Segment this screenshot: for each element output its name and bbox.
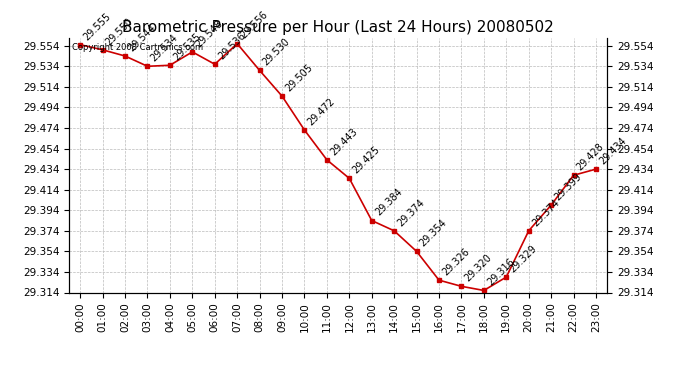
Text: 29.374: 29.374 <box>395 197 426 228</box>
Text: 29.428: 29.428 <box>575 141 606 172</box>
Text: 29.425: 29.425 <box>351 144 382 176</box>
Text: 29.535: 29.535 <box>171 32 202 63</box>
Text: 29.556: 29.556 <box>239 10 270 41</box>
Text: Copyright 2008 Cartronics.com: Copyright 2008 Cartronics.com <box>72 43 203 52</box>
Text: 29.329: 29.329 <box>508 243 539 274</box>
Text: 29.374: 29.374 <box>530 197 561 228</box>
Text: 29.550: 29.550 <box>104 16 135 47</box>
Text: 29.326: 29.326 <box>440 246 471 278</box>
Text: 29.399: 29.399 <box>553 171 584 202</box>
Text: 29.544: 29.544 <box>126 22 157 53</box>
Text: 29.434: 29.434 <box>598 135 629 166</box>
Text: 29.530: 29.530 <box>261 37 292 68</box>
Text: 29.316: 29.316 <box>485 257 516 288</box>
Text: 29.472: 29.472 <box>306 96 337 127</box>
Text: 29.443: 29.443 <box>328 126 359 157</box>
Text: 29.555: 29.555 <box>81 11 112 42</box>
Text: 29.384: 29.384 <box>373 187 404 218</box>
Text: 29.320: 29.320 <box>463 252 494 284</box>
Text: 29.536: 29.536 <box>216 30 247 62</box>
Text: 29.354: 29.354 <box>418 217 449 249</box>
Text: 29.534: 29.534 <box>149 33 180 63</box>
Text: 29.548: 29.548 <box>194 18 225 49</box>
Title: Barometric Pressure per Hour (Last 24 Hours) 20080502: Barometric Pressure per Hour (Last 24 Ho… <box>122 20 554 35</box>
Text: 29.505: 29.505 <box>284 62 315 93</box>
